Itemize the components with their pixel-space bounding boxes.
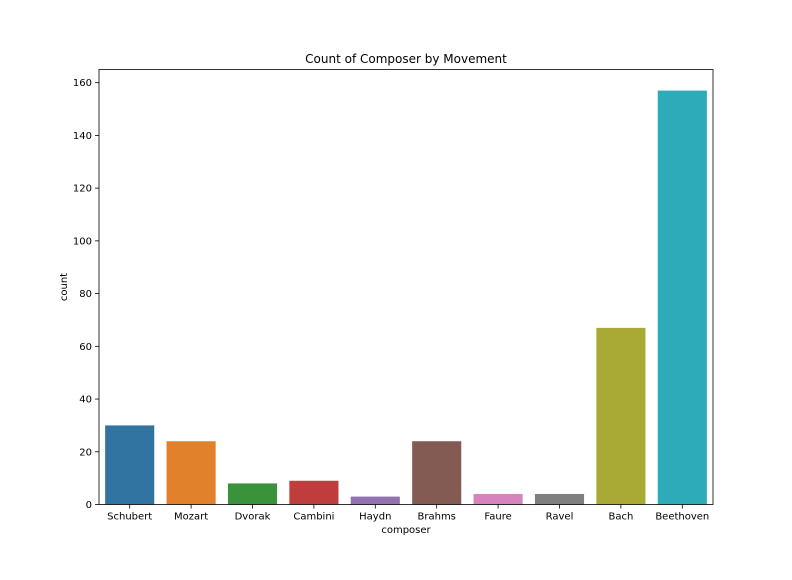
bar-cambini xyxy=(289,480,339,505)
bar-faure xyxy=(473,493,523,505)
bar-schubert xyxy=(105,425,155,505)
bar-bach xyxy=(596,327,646,505)
x-axis-label: composer xyxy=(381,525,431,536)
plot-frame xyxy=(98,69,714,505)
y-tick-label: 160 xyxy=(73,78,92,89)
y-tick-label: 100 xyxy=(73,236,92,247)
y-axis-ticks: 0 20 40 60 80 100 120 140 160 xyxy=(73,78,99,511)
y-tick-label: 60 xyxy=(79,342,92,353)
y-tick-label: 80 xyxy=(79,289,92,300)
y-tick-label: 120 xyxy=(73,184,92,195)
bar-ravel xyxy=(534,493,585,505)
y-axis-label: count xyxy=(59,273,70,301)
y-tick-label: 20 xyxy=(79,447,92,458)
x-tick-label: Mozart xyxy=(174,512,208,523)
x-tick-label: Ravel xyxy=(546,512,574,523)
y-tick-label: 140 xyxy=(73,131,92,142)
bar-mozart xyxy=(166,441,216,505)
chart-title: Count of Composer by Movement xyxy=(305,52,507,66)
y-tick-label: 40 xyxy=(79,395,92,406)
bar-brahms xyxy=(412,441,462,505)
x-tick-label: Haydn xyxy=(359,512,391,523)
x-tick-label: Brahms xyxy=(418,512,456,523)
bars-group xyxy=(105,90,707,505)
bar-haydn xyxy=(350,496,400,505)
x-tick-label: Dvorak xyxy=(235,512,271,523)
x-tick-label: Cambini xyxy=(293,512,334,523)
x-axis-ticks: Schubert Mozart Dvorak Cambini Haydn Brahms Fa… xyxy=(107,504,709,523)
x-tick-label: Bach xyxy=(608,512,633,523)
bar-beethoven xyxy=(657,90,707,505)
y-tick-label: 0 xyxy=(86,500,92,511)
x-tick-label: Faure xyxy=(484,512,511,523)
bar-dvorak xyxy=(227,483,278,505)
x-tick-label: Beethoven xyxy=(655,512,709,523)
x-tick-label: Schubert xyxy=(107,512,152,523)
